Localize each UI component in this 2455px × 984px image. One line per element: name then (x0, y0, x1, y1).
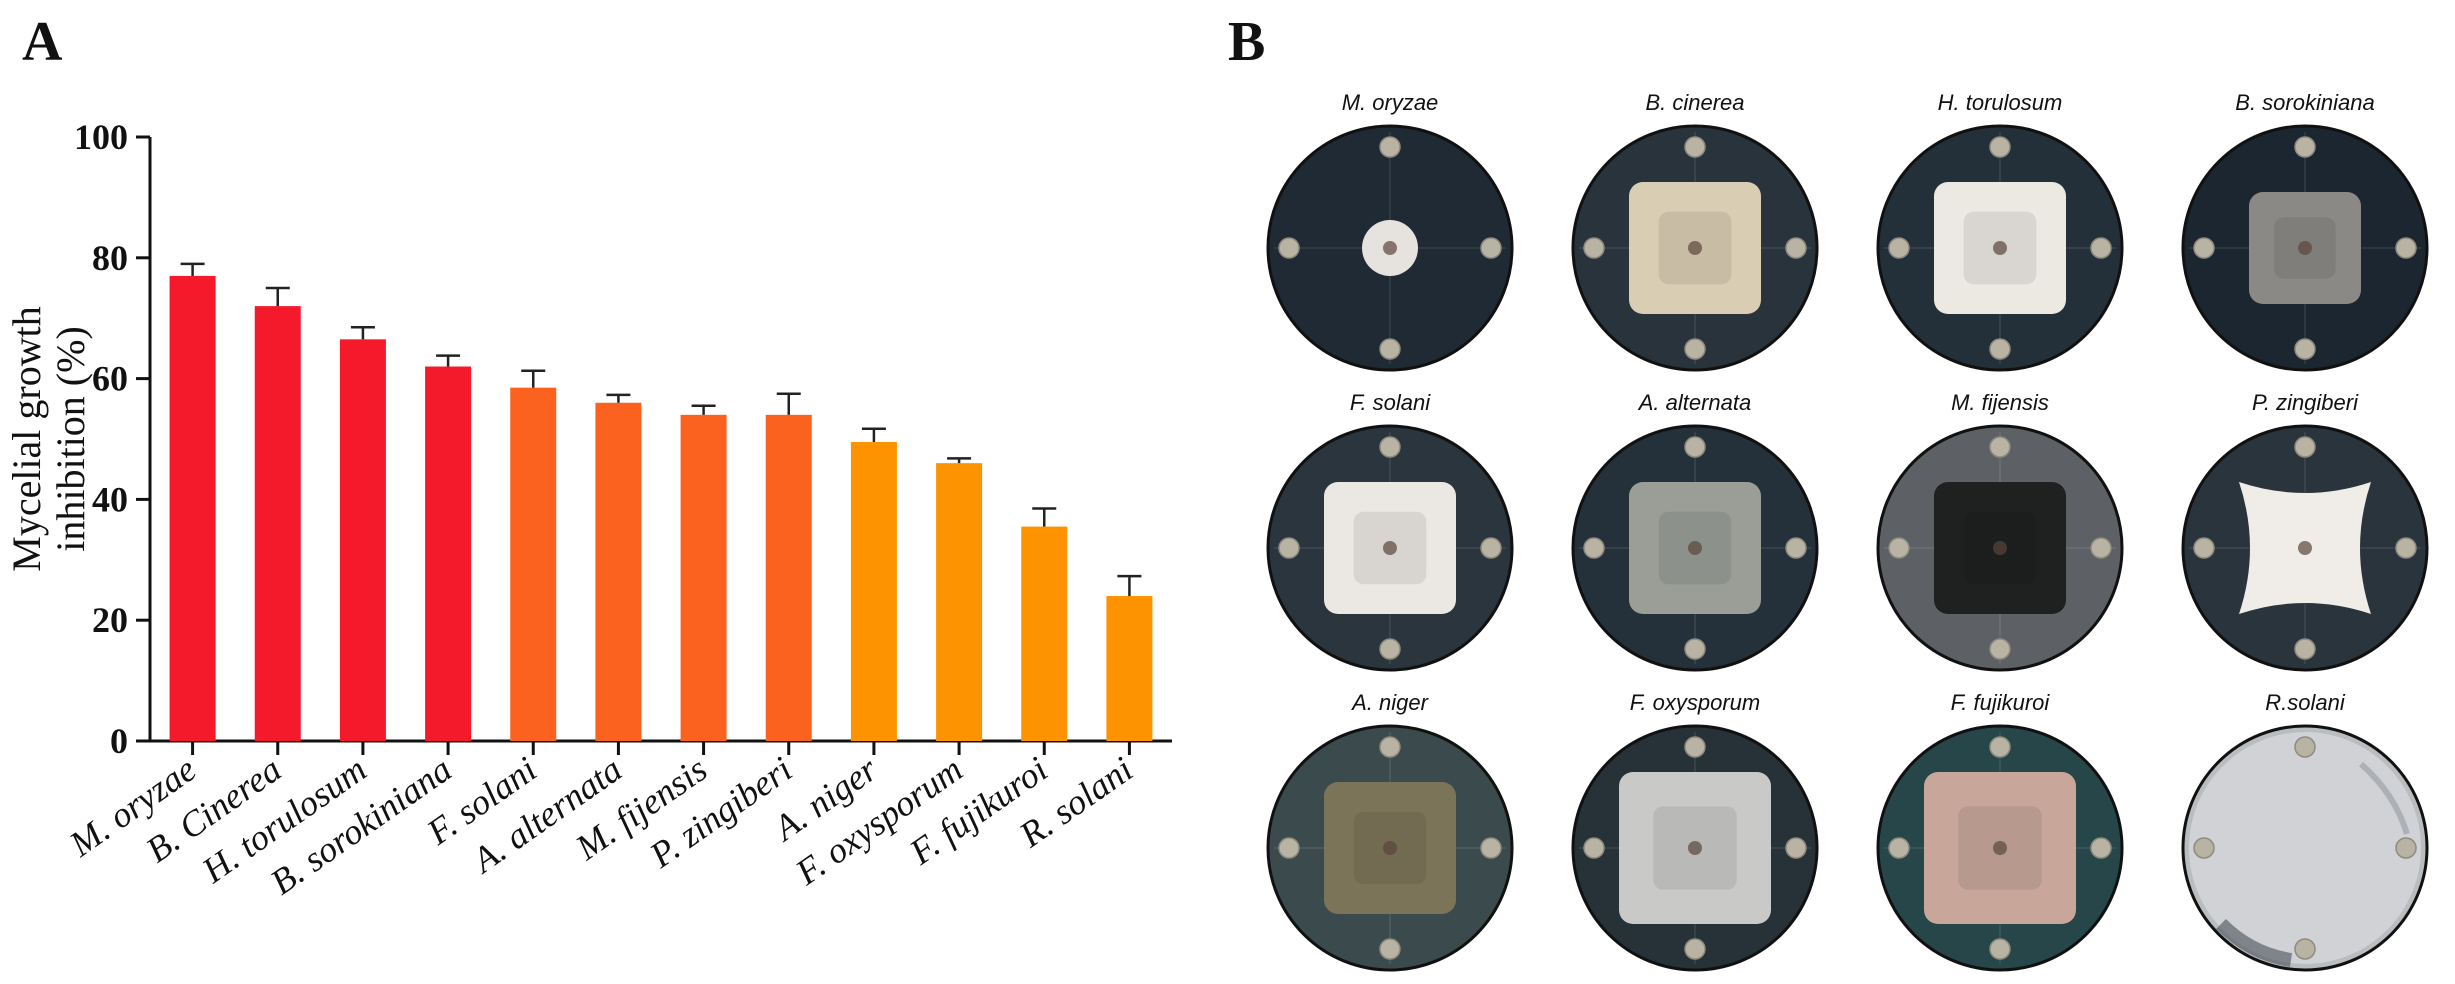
plate-cell: A. niger (1250, 690, 1530, 980)
y-tick-label: 40 (92, 479, 128, 519)
petri-dish-image (1571, 724, 1819, 972)
plate-title: M. oryzae (1341, 90, 1439, 115)
plate-cell: M. oryzae (1250, 90, 1530, 380)
bar (1106, 596, 1153, 741)
bar (254, 306, 301, 741)
plate-cell: B. sorokiniana (2165, 90, 2445, 380)
inhibition-bar-chart: 0 20 40 60 80 100 Mycelial growth inhibition (%… (4, 117, 1172, 902)
y-tick-label: 20 (92, 600, 128, 640)
y-tick-label: 80 (92, 238, 128, 278)
plate-cell: F. solani (1250, 390, 1530, 680)
plate-cell: A. alternata (1555, 390, 1835, 680)
plate-cell: B. cinerea (1555, 90, 1835, 380)
petri-dish-image (1571, 124, 1819, 372)
y-tick-label: 100 (74, 117, 128, 157)
bar (850, 442, 897, 741)
petri-dish-image (1266, 124, 1514, 372)
bar (765, 414, 812, 741)
petri-dish-image (2181, 124, 2429, 372)
plate-title: A. alternata (1638, 390, 1752, 415)
bar (510, 387, 557, 741)
panel-label-b: B (1228, 11, 1266, 73)
panel-label-a: A (22, 11, 63, 73)
plate-cell: R.solani (2165, 690, 2445, 980)
bar (425, 366, 472, 741)
bar (936, 463, 983, 741)
plate-cell: P. zingiberi (2165, 390, 2445, 680)
petri-dish-image (2181, 724, 2429, 972)
plate-title: F. oxysporum (1629, 690, 1761, 715)
plate-title: B. sorokiniana (2235, 90, 2375, 115)
plate-title: H. torulosum (1937, 90, 2063, 115)
y-tick-label: 60 (92, 359, 128, 399)
plate-cell: H. torulosum (1860, 90, 2140, 380)
petri-dish-image (1266, 424, 1514, 672)
plate-grid: M. oryzae B. cinerea H. torulosum B. soroki… (1250, 90, 2445, 980)
plate-title: R.solani (2265, 690, 2345, 715)
y-tick-label: 0 (110, 721, 128, 761)
plate-title: P. zingiberi (2252, 390, 2358, 415)
y-axis-label: inhibition (%) (48, 326, 93, 552)
petri-dish-image (2181, 424, 2429, 672)
petri-dish-image (1266, 724, 1514, 972)
plate-cell: M. fijensis (1860, 390, 2140, 680)
plate-cell: F. oxysporum (1555, 690, 1835, 980)
y-axis-label: Mycelial growth (4, 306, 49, 572)
plate-title: M. fijensis (1951, 390, 2049, 415)
bar (595, 402, 642, 741)
petri-dish-image (1876, 724, 2124, 972)
bar (1021, 526, 1068, 741)
petri-dish-image (1876, 424, 2124, 672)
plate-title: A. niger (1352, 690, 1428, 715)
bar (339, 339, 386, 741)
bar (680, 414, 727, 741)
plate-title: B. cinerea (1645, 90, 1745, 115)
petri-dish-image (1571, 424, 1819, 672)
bar (169, 275, 216, 741)
plate-title: F. solani (1349, 390, 1431, 415)
plate-cell: F. fujikuroi (1860, 690, 2140, 980)
petri-dish-image (1876, 124, 2124, 372)
plate-title: F. fujikuroi (1950, 690, 2050, 715)
